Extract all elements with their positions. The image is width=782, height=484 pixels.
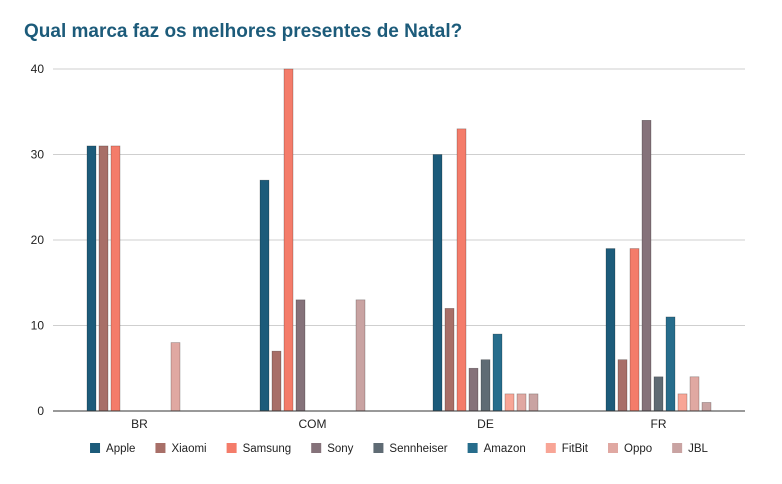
legend-label: Xiaomi bbox=[171, 443, 206, 455]
legend-swatch bbox=[226, 443, 237, 453]
bar-xiaomi-de bbox=[444, 308, 455, 412]
bar-fitbit-fr bbox=[677, 393, 688, 412]
bar-samsung-fr bbox=[629, 248, 640, 412]
bar-jbl-com bbox=[355, 299, 366, 412]
y-tick-label: 0 bbox=[37, 404, 44, 418]
bars bbox=[86, 68, 712, 412]
bar-samsung-com bbox=[283, 68, 294, 412]
bar-apple-br bbox=[86, 145, 97, 412]
bar-oppo-fr bbox=[689, 376, 700, 412]
bar-fitbit-de bbox=[504, 393, 515, 412]
bar-jbl-de bbox=[528, 393, 539, 412]
legend-swatch bbox=[373, 443, 384, 453]
legend-swatch bbox=[545, 443, 556, 453]
bar-sony-de bbox=[468, 367, 479, 412]
x-tick-label: FR bbox=[651, 417, 667, 431]
legend: Apple Xiaomi Samsung Sony Sennheiser Amazon Fi… bbox=[90, 443, 709, 455]
bar-amazon-fr bbox=[665, 316, 676, 412]
legend-label: Oppo bbox=[624, 443, 652, 455]
legend-swatch bbox=[311, 443, 322, 453]
legend-label: Samsung bbox=[243, 443, 292, 455]
bar-sennheiser-de bbox=[480, 359, 491, 412]
legend-swatch bbox=[608, 443, 618, 453]
bar-samsung-de bbox=[456, 128, 467, 412]
legend-item-oppo: Oppo bbox=[608, 443, 652, 455]
bar-apple-fr bbox=[605, 248, 616, 412]
legend-item-samsung: Samsung bbox=[226, 443, 292, 455]
legend-swatch bbox=[467, 443, 478, 453]
bar-oppo-de bbox=[516, 393, 527, 412]
legend-label: Amazon bbox=[484, 443, 526, 455]
y-tick-label: 20 bbox=[31, 233, 45, 247]
legend-label: Apple bbox=[106, 443, 135, 455]
bar-oppo-br bbox=[170, 342, 181, 412]
legend-item-sony: Sony bbox=[311, 443, 354, 455]
y-axis-tick-labels: 0 10 20 30 40 bbox=[31, 62, 45, 418]
y-tick-label: 10 bbox=[31, 319, 45, 333]
bar-apple-de bbox=[432, 154, 443, 412]
bar-sony-fr bbox=[641, 120, 652, 412]
legend-item-amazon: Amazon bbox=[467, 443, 526, 455]
legend-label: Sennheiser bbox=[389, 443, 447, 455]
bar-samsung-br bbox=[110, 145, 121, 412]
bar-sennheiser-fr bbox=[653, 376, 664, 412]
legend-label: FitBit bbox=[562, 443, 589, 455]
gridlines bbox=[53, 68, 745, 326]
bar-xiaomi-br bbox=[98, 145, 109, 412]
bar-xiaomi-com bbox=[271, 350, 282, 412]
x-tick-label: DE bbox=[477, 417, 494, 431]
chart-title: Qual marca faz os melhores presentes de … bbox=[24, 21, 463, 42]
x-axis-tick-labels: BR COM DE FR bbox=[131, 417, 667, 431]
legend-swatch bbox=[90, 443, 101, 453]
legend-label: JBL bbox=[688, 443, 708, 455]
y-tick-label: 30 bbox=[31, 148, 45, 162]
bar-amazon-de bbox=[492, 333, 503, 412]
x-tick-label: BR bbox=[131, 417, 148, 431]
legend-swatch bbox=[672, 443, 683, 453]
y-tick-label: 40 bbox=[31, 62, 45, 76]
bar-xiaomi-fr bbox=[617, 359, 628, 412]
legend-item-xiaomi: Xiaomi bbox=[155, 443, 207, 455]
x-tick-label: COM bbox=[299, 417, 327, 431]
bar-apple-com bbox=[259, 179, 270, 412]
legend-item-apple: Apple bbox=[90, 443, 135, 455]
bar-jbl-fr bbox=[701, 402, 712, 412]
legend-label: Sony bbox=[327, 443, 353, 455]
bar-sony-com bbox=[295, 299, 306, 412]
legend-item-sennheiser: Sennheiser bbox=[373, 443, 448, 455]
legend-swatch bbox=[155, 443, 166, 453]
legend-item-fitbit: FitBit bbox=[545, 443, 589, 455]
legend-item-jbl: JBL bbox=[672, 443, 709, 455]
